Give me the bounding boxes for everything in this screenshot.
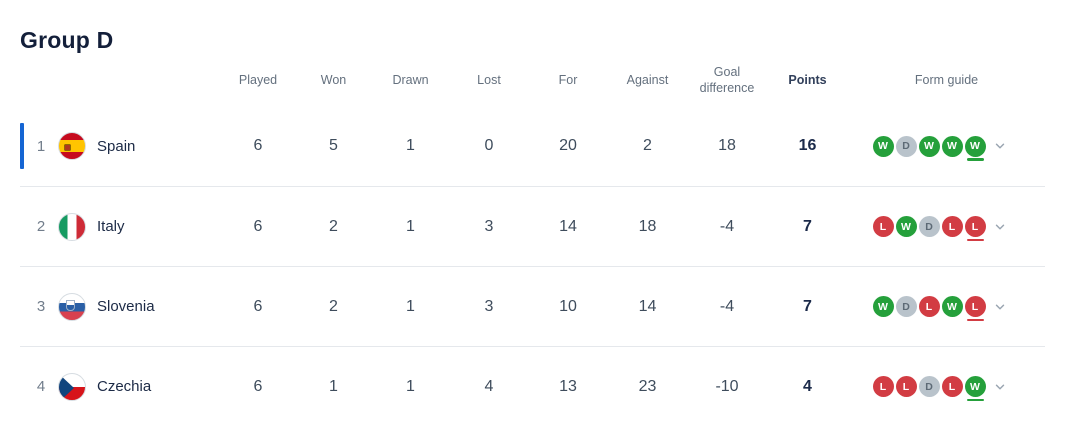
- points-value: 7: [803, 297, 812, 315]
- team-link[interactable]: 2 Italy: [20, 212, 220, 241]
- team-name: Slovenia: [97, 298, 155, 315]
- form-result-badge: W: [964, 135, 986, 161]
- won-value: 5: [329, 137, 338, 154]
- chevron-down-icon[interactable]: [993, 220, 1007, 234]
- form-result-badge: W: [941, 296, 963, 317]
- header-goal-difference: Goal difference: [699, 64, 755, 95]
- team-name: Czechia: [97, 378, 152, 395]
- form-guide: L L D L W: [848, 376, 1045, 401]
- form-result-badge: W: [918, 135, 940, 157]
- form-result-badge: L: [941, 376, 963, 397]
- points-value: 4: [803, 377, 812, 395]
- team-name: Italy: [97, 218, 125, 235]
- position-number: 1: [36, 137, 46, 155]
- drawn-value: 1: [406, 377, 415, 395]
- italy-flag-icon: [58, 212, 86, 241]
- table-row: 3 Slovenia 6 2 1 3 10 14 -4 7 W D L W L: [20, 266, 1045, 346]
- table-row: 2 Italy 6 2 1 3 14 18 -4 7 L W D L L: [20, 186, 1045, 266]
- goal-difference-value: -10: [715, 377, 739, 395]
- team-link[interactable]: 1 Spain: [20, 123, 220, 169]
- drawn-value: 1: [406, 297, 415, 315]
- form-result-badge: W: [872, 135, 894, 157]
- form-result-badge: W: [964, 376, 986, 401]
- position-number: 3: [36, 298, 46, 315]
- lost-value: 3: [484, 217, 494, 235]
- form-result-badge: L: [872, 376, 894, 397]
- header-against: Against: [626, 72, 669, 87]
- team-link[interactable]: 4 Czechia: [20, 372, 220, 401]
- form-result-badge: L: [918, 296, 940, 317]
- won-value: 2: [329, 297, 338, 315]
- form-result-badge: L: [941, 216, 963, 237]
- form-result-badge: L: [895, 376, 917, 397]
- page-title: Group D: [20, 27, 114, 53]
- goal-difference-value: -4: [719, 217, 735, 235]
- form-result-badge: L: [872, 216, 894, 237]
- form-result-badge: D: [918, 376, 940, 397]
- team-link[interactable]: 3 Slovenia: [20, 292, 220, 321]
- header-drawn: Drawn: [392, 72, 429, 87]
- against-value: 23: [638, 377, 657, 395]
- table-row: 4 Czechia 6 1 1 4 13 23 -10 4 L L D L W: [20, 346, 1045, 426]
- czechia-flag-icon: [58, 372, 86, 401]
- played-value: 6: [253, 217, 263, 235]
- form-result-badge: L: [964, 296, 986, 321]
- header-points: Points: [788, 72, 827, 87]
- form-guide: L W D L L: [848, 216, 1045, 241]
- points-value: 16: [798, 137, 817, 154]
- lost-value: 4: [484, 377, 494, 395]
- form-result-badge: D: [918, 216, 940, 237]
- table-row: 1 Spain 6 5 1 0 20 2 18 16 W D W W W: [20, 106, 1045, 186]
- form-result-badge: L: [964, 216, 986, 241]
- goal-difference-value: -4: [719, 297, 735, 315]
- drawn-value: 1: [406, 137, 415, 154]
- header-won: Won: [320, 72, 347, 87]
- lost-value: 3: [484, 297, 494, 315]
- played-value: 6: [253, 297, 263, 315]
- header-played: Played: [238, 72, 278, 87]
- header-form-guide: Form guide: [914, 72, 979, 87]
- form-result-badge: D: [895, 296, 917, 317]
- lost-value: 0: [484, 137, 494, 154]
- position-number: 4: [36, 378, 46, 395]
- form-guide: W D L W L: [848, 296, 1045, 321]
- played-value: 6: [253, 377, 263, 395]
- form-guide: W D W W W: [848, 135, 1045, 161]
- against-value: 18: [638, 217, 657, 235]
- for-value: 14: [559, 217, 577, 235]
- won-value: 2: [329, 217, 338, 235]
- for-value: 10: [559, 297, 577, 315]
- against-value: 14: [638, 297, 657, 315]
- header-for: For: [558, 72, 578, 87]
- chevron-down-icon[interactable]: [993, 139, 1007, 153]
- position-number: 2: [36, 218, 46, 235]
- drawn-value: 1: [406, 217, 415, 235]
- for-value: 13: [559, 377, 577, 395]
- form-result-badge: W: [895, 216, 917, 237]
- spain-flag-icon: [58, 132, 86, 160]
- qualification-indicator: [20, 123, 24, 169]
- form-result-badge: W: [872, 296, 894, 317]
- won-value: 1: [329, 377, 338, 395]
- goal-difference-value: 18: [718, 137, 736, 154]
- played-value: 6: [253, 137, 263, 154]
- slovenia-flag-icon: [58, 292, 86, 321]
- for-value: 20: [559, 137, 577, 154]
- chevron-down-icon[interactable]: [993, 380, 1007, 394]
- form-result-badge: D: [895, 135, 917, 157]
- chevron-down-icon[interactable]: [993, 300, 1007, 314]
- form-result-badge: W: [941, 135, 963, 157]
- header-lost: Lost: [477, 72, 501, 87]
- against-value: 2: [643, 137, 652, 154]
- team-name: Spain: [97, 137, 136, 155]
- points-value: 7: [803, 217, 812, 235]
- table-header-row: Played Won Drawn Lost For Against Goal d…: [20, 54, 1045, 106]
